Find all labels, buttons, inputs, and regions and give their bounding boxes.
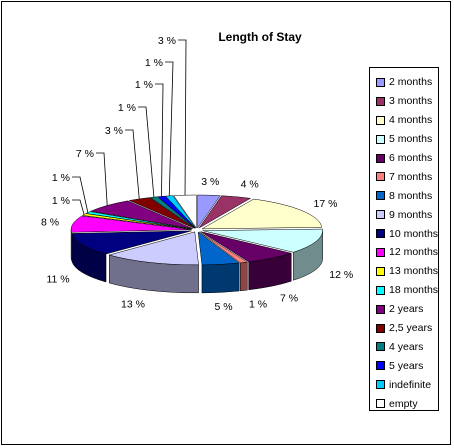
legend-item-18-months: 18 months [370, 281, 438, 300]
legend-swatch [376, 323, 385, 333]
legend-label: 18 months [389, 284, 439, 297]
slice-2-months [197, 194, 221, 229]
legend-swatch [376, 210, 385, 220]
legend-swatch [376, 361, 385, 371]
legend: 2 months 3 months 4 months 5 months 6 months… [369, 67, 439, 411]
slice-5-months [202, 228, 323, 253]
legend-label: 9 months [389, 208, 433, 221]
legend-swatch [376, 342, 385, 352]
legend-swatch [376, 77, 385, 87]
data-label-10-months: 11 % [46, 273, 69, 285]
data-label-12-months: 8 % [41, 216, 59, 228]
legend-swatch [376, 304, 385, 314]
legend-swatch [376, 115, 385, 125]
data-label-18-months: 1 % [52, 172, 70, 184]
slice-4-months [201, 198, 323, 230]
leader-line-2-5-years [125, 129, 140, 199]
slice-2-years [89, 200, 193, 229]
slice-7-months [199, 231, 249, 264]
data-label-8-months: 5 % [214, 301, 232, 313]
legend-label: 4 months [389, 114, 433, 127]
slice-3-months [198, 195, 252, 229]
legend-label: 4 years [389, 340, 424, 353]
leader-line-empty [178, 39, 187, 196]
legend-item-2-5-years: 2,5 years [370, 319, 438, 338]
slice-18-months [85, 211, 192, 230]
legend-item-2-years: 2 years [370, 300, 438, 319]
slice-5-years [157, 195, 196, 229]
data-label-2-years: 7 % [76, 148, 94, 160]
data-label-5-months: 12 % [329, 269, 353, 281]
data-label-indefinite: 1 % [145, 57, 163, 69]
data-label-empty: 3 % [158, 35, 176, 47]
legend-swatch [376, 172, 385, 182]
legend-item-5-months: 5 months [370, 130, 438, 149]
legend-item-3-months: 3 months [370, 92, 438, 111]
data-label-4-months: 17 % [314, 198, 338, 210]
legend-item-6-months: 6 months [370, 149, 438, 168]
slice-10-months [71, 230, 192, 255]
legend-label: 3 months [389, 95, 433, 108]
legend-swatch [376, 266, 385, 276]
slice-8-months [197, 231, 240, 266]
legend-item-4-years: 4 years [370, 337, 438, 356]
legend-label: 12 months [389, 246, 439, 259]
leader-line-4-years [138, 106, 155, 198]
slice-side-7-months [240, 261, 248, 292]
legend-item-empty: empty [370, 394, 438, 413]
legend-label: 6 months [389, 152, 433, 164]
slice-12-months [70, 215, 192, 233]
legend-label: 8 months [389, 189, 433, 202]
legend-swatch [376, 191, 385, 201]
data-label-3-months: 4 % [241, 178, 259, 190]
legend-swatch [376, 247, 385, 257]
slice-6-months [200, 231, 293, 263]
legend-label: 5 years [389, 359, 424, 372]
data-label-2-months: 3 % [201, 176, 219, 188]
legend-item-2-months: 2 months [370, 73, 438, 92]
data-label-9-months: 13 % [121, 298, 145, 310]
leader-line-5-years [155, 83, 164, 197]
legend-swatch [376, 399, 385, 409]
data-label-2-5-years: 3 % [105, 125, 123, 137]
legend-label: indefinite [389, 378, 432, 391]
legend-label: 2,5 years [389, 322, 433, 335]
legend-label: empty [389, 397, 418, 410]
legend-item-13-months: 13 months [370, 262, 438, 281]
data-label-4-years: 1 % [118, 102, 136, 114]
legend-swatch [376, 153, 385, 163]
leader-line-18-months [72, 176, 89, 213]
legend-swatch [376, 380, 385, 390]
legend-label: 2 years [389, 303, 424, 316]
leader-line-indefinite [165, 61, 174, 196]
legend-swatch [376, 285, 385, 295]
legend-item-8-months: 8 months [370, 186, 438, 205]
legend-item-5-years: 5 years [370, 356, 438, 375]
data-label-6-months: 7 % [280, 292, 298, 304]
data-label-5-years: 1 % [135, 79, 153, 91]
legend-item-10-months: 10 months [370, 224, 438, 243]
legend-item-7-months: 7 months [370, 167, 438, 186]
legend-label: 7 months [389, 170, 433, 183]
legend-label: 5 months [389, 133, 433, 146]
legend-swatch [376, 229, 385, 239]
chart-title: Length of Stay [218, 30, 302, 44]
legend-item-indefinite: indefinite [370, 375, 438, 394]
legend-label: 13 months [389, 265, 439, 278]
legend-label: 2 months [389, 76, 433, 89]
legend-swatch [376, 134, 385, 144]
legend-item-9-months: 9 months [370, 205, 438, 224]
legend-item-12-months: 12 months [370, 243, 438, 262]
data-label-13-months: 1 % [52, 195, 70, 207]
leader-line-2-years [96, 152, 108, 206]
legend-swatch [376, 96, 385, 106]
leader-line-13-months [72, 199, 85, 215]
data-label-7-months: 1 % [249, 298, 267, 310]
legend-label: 10 months [389, 227, 439, 240]
legend-item-4-months: 4 months [370, 111, 438, 130]
slice-side-8-months [201, 262, 240, 294]
slice-9-months [108, 231, 199, 266]
